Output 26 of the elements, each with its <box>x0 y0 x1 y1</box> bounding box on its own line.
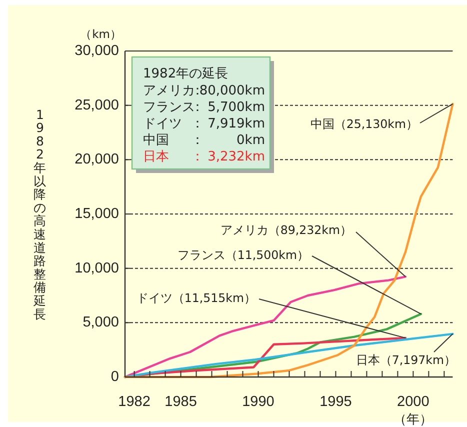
text: ドイツ（11,515km） <box>136 291 256 305</box>
annotation: フランス： 5,700km <box>143 100 265 114</box>
x-tick-label: 1995 <box>320 394 352 410</box>
text: アメリカ（89,232km） <box>220 223 352 237</box>
x-tick-label: 1982 <box>118 394 150 410</box>
text: 日本 ： 3,232km <box>143 149 265 164</box>
x-axis-title: （年） <box>394 412 433 427</box>
y-tick-label: 0 <box>110 369 119 385</box>
series-label: 日本（7,197km） <box>356 353 456 367</box>
text: 中国 ： 0km <box>143 132 265 148</box>
text: フランス（11,500km） <box>177 248 309 262</box>
text: 中国（25,130km） <box>310 117 418 131</box>
annotation: アメリカ：80,000km <box>143 83 265 98</box>
y-tick-label: 30,000 <box>74 43 119 59</box>
y-tick-label: 5,000 <box>82 314 119 331</box>
y-tick-label: 15,000 <box>74 206 119 222</box>
x-tick-label: 1985 <box>164 394 197 410</box>
y-tick-label: 20,000 <box>74 152 119 168</box>
x-tick-label: 2000 <box>397 394 430 410</box>
x-tick-label: 1990 <box>242 394 274 410</box>
y-tick-label: 10,000 <box>74 260 119 276</box>
text: 1982年以降の高速道路整備延長 <box>34 106 46 322</box>
y-tick-label: 25,000 <box>74 97 119 114</box>
text: （km） <box>80 27 122 41</box>
annotation: ドイツ ： 7,919km <box>143 116 265 131</box>
annotation: 1982年の延長 <box>143 66 228 82</box>
